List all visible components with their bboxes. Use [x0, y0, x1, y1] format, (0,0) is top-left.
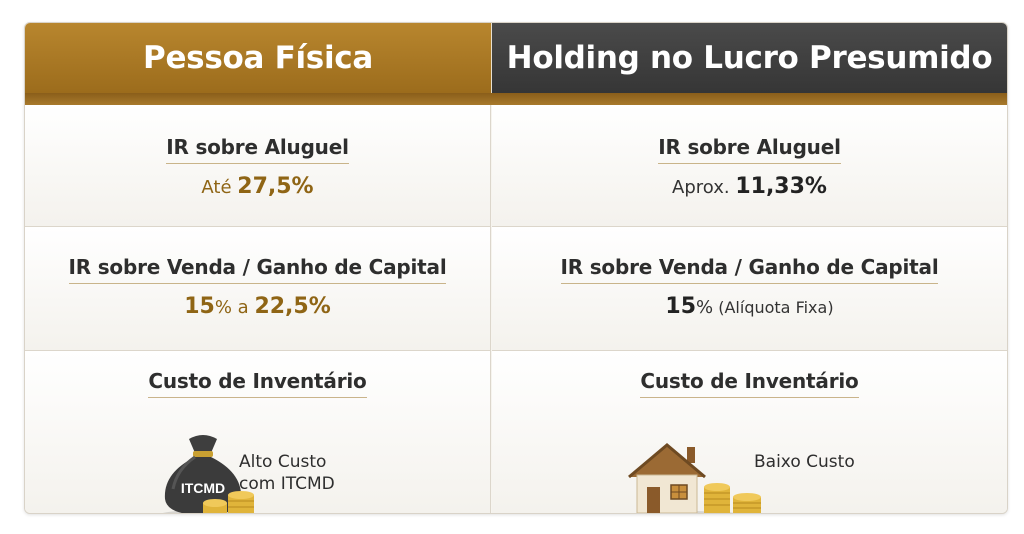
rent-title-left: IR sobre Aluguel	[166, 135, 349, 164]
header-pessoa-fisica: Pessoa Física	[25, 23, 491, 93]
coins-icon	[203, 491, 254, 513]
header-divider	[491, 23, 492, 93]
sale-note-right: (Alíquota Fixa)	[713, 298, 834, 317]
sale-title-left: IR sobre Venda / Ganho de Capital	[68, 255, 447, 284]
cell-rent-holding: IR sobre Aluguel Aprox. 11,33%	[492, 105, 1007, 227]
coins-icon	[704, 483, 761, 513]
rent-prefix-right: Aprox.	[672, 177, 736, 198]
cell-sale-holding: IR sobre Venda / Ganho de Capital 15% (A…	[492, 227, 1007, 351]
inventory-illustration-right: Baixo Custo	[492, 351, 1007, 513]
inventory-illustration-left: ITCMD Alto Custo com ITCMD	[25, 351, 490, 513]
sale-rate1-left: 15	[184, 294, 215, 319]
sale-title-right: IR sobre Venda / Ganho de Capital	[560, 255, 939, 284]
inventory-line1-right: Baixo Custo	[754, 452, 855, 472]
rent-rate-right: 11,33%	[735, 174, 827, 199]
sale-mid-left: a	[231, 297, 255, 318]
inventory-title-right: Custo de Inventário	[640, 369, 859, 398]
comparison-table: Pessoa Física Holding no Lucro Presumido…	[24, 22, 1008, 514]
bag-label: ITCMD	[181, 480, 225, 496]
rent-value-right: Aprox. 11,33%	[672, 174, 827, 199]
header-left-label: Pessoa Física	[143, 40, 373, 76]
cell-rent-pf: IR sobre Aluguel Até 27,5%	[25, 105, 491, 227]
header-holding: Holding no Lucro Presumido	[492, 23, 1007, 93]
inventory-title-left: Custo de Inventário	[148, 369, 367, 398]
sale-rate1-right: 15	[665, 294, 697, 319]
rent-value-left: Até 27,5%	[201, 174, 313, 199]
inventory-text-left: Alto Custo com ITCMD	[239, 451, 335, 495]
rent-prefix-left: Até	[201, 177, 238, 198]
cell-inventory-holding: Custo de Inventário	[492, 351, 1007, 513]
cell-inventory-pf: Custo de Inventário ITCMD	[25, 351, 491, 513]
cell-sale-pf: IR sobre Venda / Ganho de Capital 15% a …	[25, 227, 491, 351]
money-bag-icon: ITCMD	[162, 435, 254, 513]
sale-pct1-right: %	[696, 297, 714, 318]
inventory-line2-left: com ITCMD	[239, 474, 335, 494]
sale-value-right: 15% (Alíquota Fixa)	[665, 294, 833, 319]
sale-rate2-left: 22,5%	[254, 294, 331, 319]
header-right-label: Holding no Lucro Presumido	[506, 40, 993, 76]
sale-value-left: 15% a 22,5%	[184, 294, 331, 319]
rent-title-right: IR sobre Aluguel	[658, 135, 841, 164]
inventory-line1-left: Alto Custo	[239, 452, 327, 472]
inventory-text-right: Baixo Custo	[754, 451, 855, 473]
header-band	[25, 93, 1007, 105]
house-icon	[628, 443, 761, 513]
rent-rate-left: 27,5%	[237, 174, 314, 199]
sale-pct1-left: %	[214, 297, 232, 318]
